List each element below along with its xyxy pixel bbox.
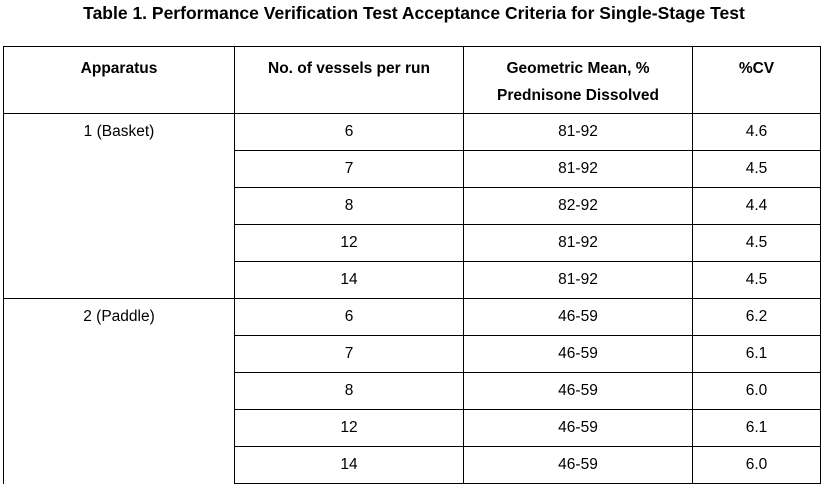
- header-row: Apparatus No. of vessels per run Geometr…: [3, 46, 821, 114]
- apparatus-cell: 1 (Basket): [3, 113, 235, 299]
- table-row: 14 46-59 6.0: [4, 446, 821, 484]
- mean-cell: 46-59: [463, 372, 693, 410]
- cv-cell: 4.4: [692, 187, 821, 225]
- vessels-cell: 8: [234, 372, 464, 410]
- vessels-cell: 7: [234, 150, 464, 188]
- cv-cell: 6.1: [692, 335, 821, 373]
- cv-cell: 6.0: [692, 372, 821, 410]
- header-cv: %CV: [692, 46, 821, 114]
- cv-cell: 4.5: [692, 261, 821, 299]
- table-row: 7 81-92 4.5: [4, 150, 821, 188]
- table-row: 12 46-59 6.1: [4, 409, 821, 447]
- mean-cell: 46-59: [463, 335, 693, 373]
- vessels-cell: 6: [234, 298, 464, 336]
- cv-cell: 4.5: [692, 150, 821, 188]
- table-row: 1 (Basket) 6 81-92 4.6: [3, 113, 821, 299]
- vessels-cell: 6: [234, 113, 464, 151]
- header-geometric-mean: Geometric Mean, % Prednisone Dissolved: [463, 46, 693, 114]
- vessels-cell: 7: [234, 335, 464, 373]
- mean-cell: 46-59: [463, 409, 693, 447]
- header-vessels: No. of vessels per run: [234, 46, 464, 114]
- vessels-cell: 14: [234, 261, 464, 299]
- cv-cell: 4.6: [692, 113, 821, 151]
- vessels-cell: 8: [234, 187, 464, 225]
- header-geometric-mean-line1: Geometric Mean, %: [506, 60, 650, 77]
- mean-cell: 81-92: [463, 150, 693, 188]
- vessels-cell: 12: [234, 409, 464, 447]
- vessels-cell: 12: [234, 224, 464, 262]
- table-row: 12 81-92 4.5: [4, 224, 821, 262]
- table-row: 14 81-92 4.5: [4, 261, 821, 299]
- header-geometric-mean-line2: Prednisone Dissolved: [497, 87, 659, 104]
- cv-cell: 6.0: [692, 446, 821, 484]
- table-row: 2 (Paddle) 6 46-59 6.2: [3, 298, 821, 484]
- header-apparatus: Apparatus: [3, 46, 235, 114]
- vessels-cell: 14: [234, 446, 464, 484]
- cv-cell: 4.5: [692, 224, 821, 262]
- cv-cell: 6.2: [692, 298, 821, 336]
- mean-cell: 46-59: [463, 298, 693, 336]
- table-row: 8 82-92 4.4: [4, 187, 821, 225]
- mean-cell: 81-92: [463, 224, 693, 262]
- cv-cell: 6.1: [692, 409, 821, 447]
- acceptance-criteria-table: Apparatus No. of vessels per run Geometr…: [3, 46, 821, 484]
- mean-cell: 81-92: [463, 113, 693, 151]
- apparatus-cell: 2 (Paddle): [3, 298, 235, 484]
- mean-cell: 81-92: [463, 261, 693, 299]
- table-row: 7 46-59 6.1: [4, 335, 821, 373]
- mean-cell: 46-59: [463, 446, 693, 484]
- table-row: 8 46-59 6.0: [4, 372, 821, 410]
- table-title: Table 1. Performance Verification Test A…: [83, 3, 745, 23]
- mean-cell: 82-92: [463, 187, 693, 225]
